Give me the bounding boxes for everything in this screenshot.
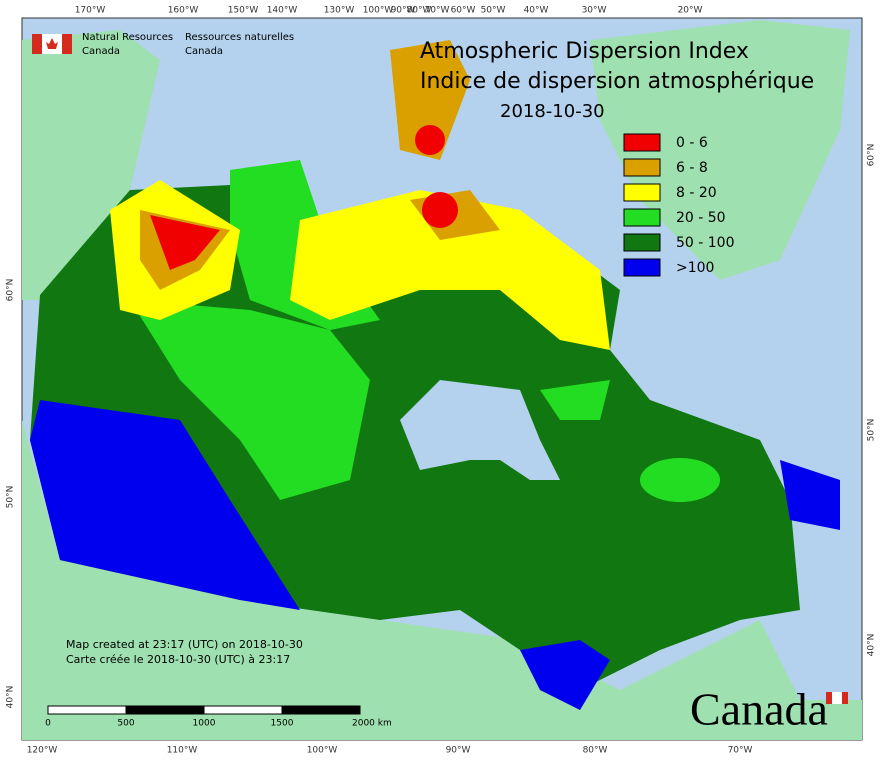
top-longitude: 130°W: [324, 6, 355, 16]
top-longitude: 40°W: [524, 6, 549, 16]
legend-label: 8 - 20: [676, 185, 717, 201]
agency-en: Canada: [82, 46, 120, 57]
scale-label: 0: [45, 719, 51, 729]
right-latitude: 60°N: [867, 144, 877, 167]
top-longitude: 70°W: [425, 6, 450, 16]
left-latitude: 50°N: [6, 486, 16, 509]
ellesmere-0-6: [415, 125, 445, 155]
arctic-8-20: [290, 190, 610, 350]
nrc-logo: [32, 34, 72, 54]
scale-label: 500: [117, 719, 134, 729]
legend-swatch: [623, 158, 661, 177]
map-date: 2018-10-30: [500, 101, 605, 122]
top-longitude: 20°W: [678, 6, 703, 16]
zone-over-100: [30, 400, 300, 610]
legend-label: 50 - 100: [676, 235, 735, 251]
zone-20-50: [130, 300, 370, 500]
baffin-0-6: [422, 192, 458, 228]
agency-en: Natural Resources: [82, 32, 173, 43]
legend-label: 20 - 50: [676, 210, 726, 226]
top-longitude: 140°W: [267, 6, 298, 16]
legend-swatch: [623, 233, 661, 252]
legend-label: 0 - 6: [676, 135, 708, 151]
bottom-longitude: 110°W: [167, 746, 198, 756]
united-states: [22, 420, 862, 740]
scale-label: 1000: [193, 719, 216, 729]
scale-segment: [47, 705, 127, 715]
bottom-longitude: 90°W: [446, 746, 471, 756]
top-longitude: 170°W: [75, 6, 106, 16]
legend-swatch: [623, 208, 661, 227]
scale-segment: [125, 705, 205, 715]
scale-segment: [203, 705, 283, 715]
right-latitude: 40°N: [867, 634, 877, 657]
title-en: Atmospheric Dispersion Index: [420, 39, 749, 64]
agency-fr: Canada: [185, 46, 223, 57]
wordmark-flag: [826, 692, 848, 704]
top-longitude: 100°W: [363, 6, 394, 16]
top-longitude: 60°W: [451, 6, 476, 16]
ellesmere-6-8: [390, 40, 470, 160]
agency-fr: Ressources naturelles: [185, 32, 294, 43]
top-longitude: 50°W: [481, 6, 506, 16]
canada-wordmark: Canada: [690, 684, 828, 735]
left-latitude: 60°N: [6, 279, 16, 302]
labrador-20-50: [540, 380, 610, 420]
bottom-longitude: 70°W: [728, 746, 753, 756]
right-latitude: 50°N: [867, 419, 877, 442]
quebec-20-50: [640, 458, 720, 502]
newfoundland-over-100: [780, 460, 840, 530]
ontario-over-100: [520, 640, 610, 710]
scale-label: 2000 km: [352, 719, 392, 729]
top-longitude: 150°W: [228, 6, 259, 16]
top-longitude: 80°W: [407, 6, 432, 16]
bottom-longitude: 80°W: [583, 746, 608, 756]
legend-swatch: [623, 133, 661, 152]
legend-label: 6 - 8: [676, 160, 708, 176]
top-longitude: 160°W: [168, 6, 199, 16]
legend-swatch: [623, 258, 661, 277]
alaska: [22, 30, 160, 300]
bottom-longitude: 100°W: [307, 746, 338, 756]
title-fr: Indice de dispersion atmosphérique: [420, 69, 814, 94]
hudson-bay: [400, 380, 560, 480]
left-latitude: 40°N: [6, 686, 16, 709]
scale-label: 1500: [271, 719, 294, 729]
created-en: Map created at 23:17 (UTC) on 2018-10-30: [66, 638, 303, 651]
bottom-longitude: 120°W: [27, 746, 58, 756]
created-fr: Carte créée le 2018-10-30 (UTC) à 23:17: [66, 653, 290, 666]
top-longitude: 90°W: [391, 6, 416, 16]
scale-segment: [281, 705, 361, 715]
yukon-0-6: [150, 215, 220, 270]
legend-swatch: [623, 183, 661, 202]
legend-label: >100: [676, 260, 714, 276]
top-longitude: 30°W: [582, 6, 607, 16]
